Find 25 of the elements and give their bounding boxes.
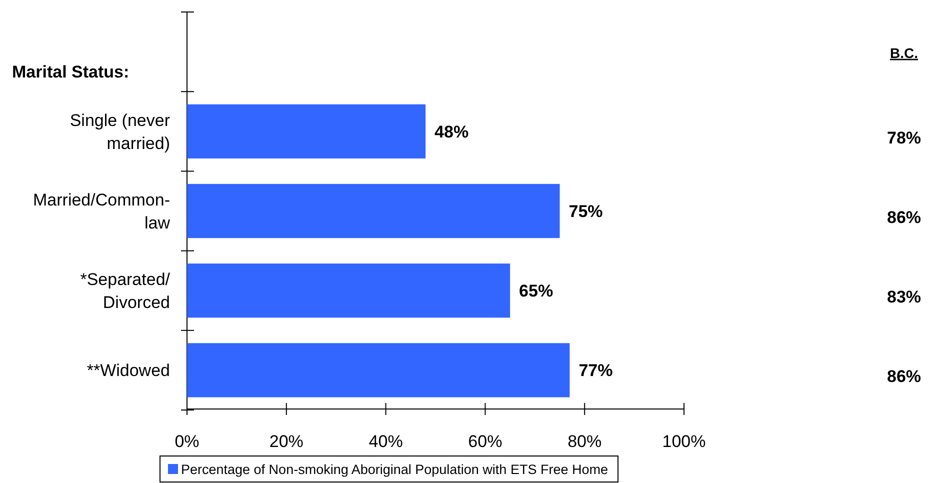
x-tick-label: 20% bbox=[269, 432, 304, 451]
y-tick-label: **Widowed bbox=[86, 361, 170, 380]
text: 86% bbox=[886, 208, 922, 227]
y-tick-label: Single (never married) bbox=[70, 110, 170, 153]
text: 83% bbox=[886, 288, 922, 307]
y-tick-label: *Separated/Divorced bbox=[80, 270, 170, 312]
text: 86% bbox=[886, 367, 922, 386]
data-label: 77% bbox=[578, 361, 613, 380]
text: 78% bbox=[886, 128, 922, 148]
x-tick-label: 100% bbox=[662, 432, 706, 451]
text: B.C. bbox=[890, 44, 918, 61]
y-axis-title: Marital Status: bbox=[12, 62, 130, 82]
x-tick-label: 60% bbox=[468, 432, 502, 451]
x-tick-label: 80% bbox=[568, 432, 602, 451]
x-tick-label: 0% bbox=[174, 432, 200, 451]
data-label: 75% bbox=[568, 202, 603, 221]
y-tick-label: Married/Common-law bbox=[33, 190, 171, 232]
bar bbox=[187, 264, 510, 318]
bar bbox=[187, 184, 560, 238]
data-label: 48% bbox=[434, 122, 469, 142]
bar bbox=[187, 343, 570, 398]
data-label: 65% bbox=[519, 282, 554, 301]
x-tick-label: 40% bbox=[368, 432, 403, 451]
legend-label: Percentage of Non-smoking Aboriginal Population with ETS Free Home bbox=[181, 462, 608, 477]
bar bbox=[187, 104, 426, 158]
